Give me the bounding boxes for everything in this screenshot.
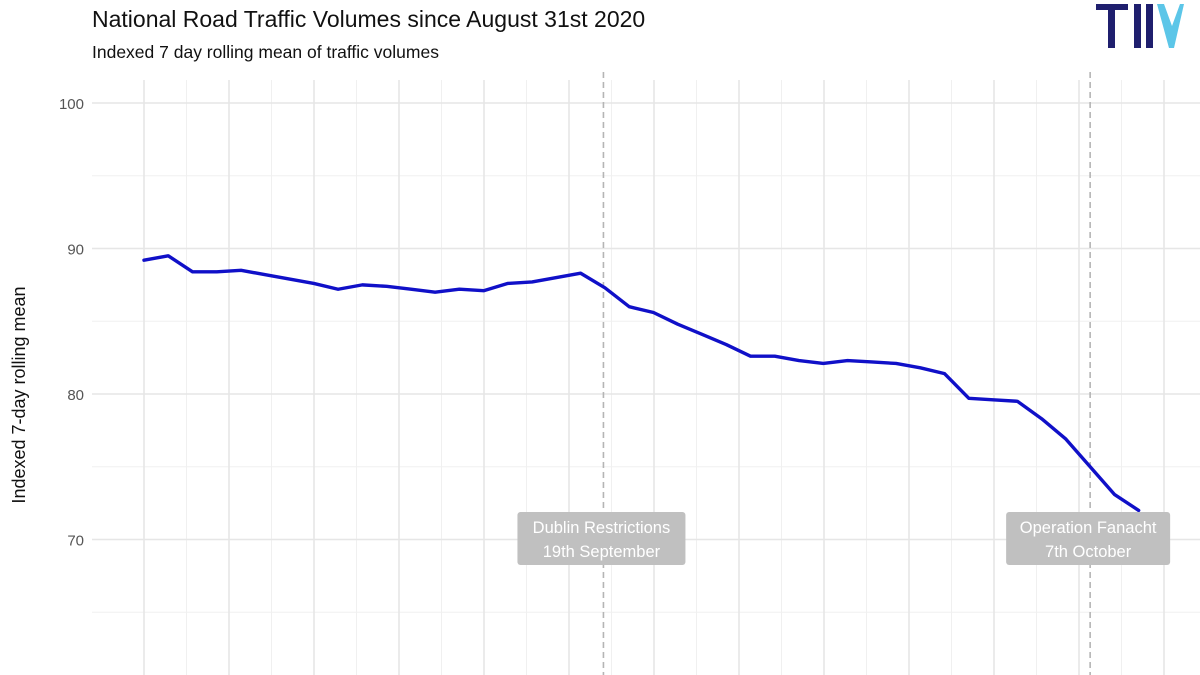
y-axis-label: Indexed 7-day rolling mean [9,286,29,503]
event-label-box [1006,512,1171,565]
chart-subtitle: Indexed 7 day rolling mean of traffic vo… [92,42,439,62]
event-label-line1: Operation Fanacht [1020,519,1157,537]
chart-title: National Road Traffic Volumes since Augu… [92,6,646,32]
y-tick-label: 70 [67,533,84,550]
y-tick-label: 80 [67,387,84,404]
y-axis-ticks: 70 80 90 100 [59,96,84,550]
event-label-box [517,512,686,565]
event-labels: Dublin Restrictions 19th September Operati… [517,512,1171,565]
y-tick-label: 90 [67,242,84,259]
event-label-line2: 19th September [543,543,661,561]
event-label-line1: Dublin Restrictions [533,519,671,537]
event-lines [602,72,1091,675]
event-label-line2: 7th October [1045,543,1132,561]
data-series [142,254,1141,513]
y-tick-label: 100 [59,96,84,113]
major-gridlines [92,80,1200,675]
series-line [142,254,1141,513]
tii-logo [1094,0,1184,57]
minor-gridlines [92,80,1200,675]
